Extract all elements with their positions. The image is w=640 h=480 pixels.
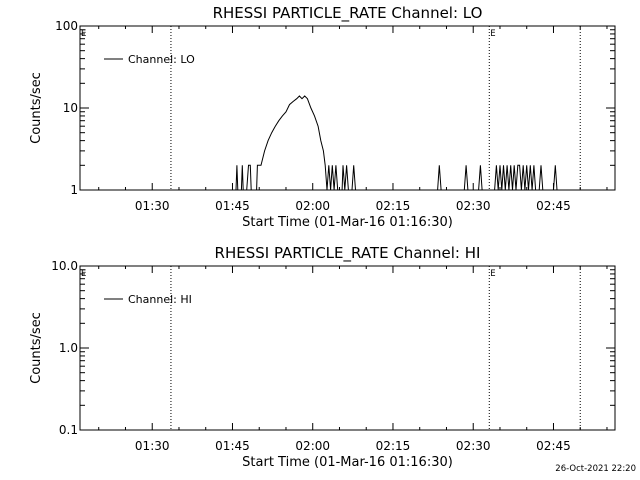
chart-panel-1: RHESSI PARTICLE_RATE Channel: LO 01:30 01:… (29, 4, 616, 230)
data-line-channel-lo (235, 95, 558, 191)
legend-label: Channel: LO (128, 53, 195, 66)
x-tick-label: 02:15 (376, 439, 411, 453)
x-tick-label: 02:00 (295, 439, 330, 453)
eclipse-marker: E (490, 269, 495, 279)
x-tick-label: 02:30 (456, 199, 491, 213)
y-tick-label: 0.1 (59, 423, 78, 437)
eclipse-marker: E (490, 29, 495, 39)
x-tick-label: 01:30 (135, 439, 170, 453)
eclipse-marker: E (81, 29, 86, 39)
footer-timestamp: 26-Oct-2021 22:20 (555, 464, 636, 474)
x-tick-label: 02:00 (295, 199, 330, 213)
y-axis-label: Counts/sec (29, 312, 44, 384)
x-tick-label: 01:45 (215, 199, 250, 213)
y-tick-label: 10 (63, 101, 78, 115)
y-axis-label: Counts/sec (29, 72, 44, 144)
x-tick-label: 02:45 (536, 439, 571, 453)
y-tick-label: 100 (55, 19, 78, 33)
chart-title: RHESSI PARTICLE_RATE Channel: LO (213, 4, 483, 23)
x-tick-label: 01:45 (215, 439, 250, 453)
chart-title: RHESSI PARTICLE_RATE Channel: HI (215, 244, 481, 263)
eclipse-marker: E (81, 269, 86, 279)
x-tick-label: 02:15 (376, 199, 411, 213)
legend-label: Channel: HI (128, 293, 192, 306)
plot-frame (79, 265, 616, 431)
y-tick-label: 10.0 (51, 259, 78, 273)
x-tick-label: 02:30 (456, 439, 491, 453)
x-tick-label: 01:30 (135, 199, 170, 213)
plot-frame (79, 25, 616, 191)
x-axis-label: Start Time (01-Mar-16 01:16:30) (242, 455, 453, 470)
chart-panel-2: RHESSI PARTICLE_RATE Channel: HI 01:30 01:… (29, 244, 616, 470)
y-tick-label: 1.0 (59, 341, 78, 355)
x-tick-label: 02:45 (536, 199, 571, 213)
y-tick-label: 1 (70, 183, 78, 197)
x-axis-label: Start Time (01-Mar-16 01:16:30) (242, 215, 453, 230)
